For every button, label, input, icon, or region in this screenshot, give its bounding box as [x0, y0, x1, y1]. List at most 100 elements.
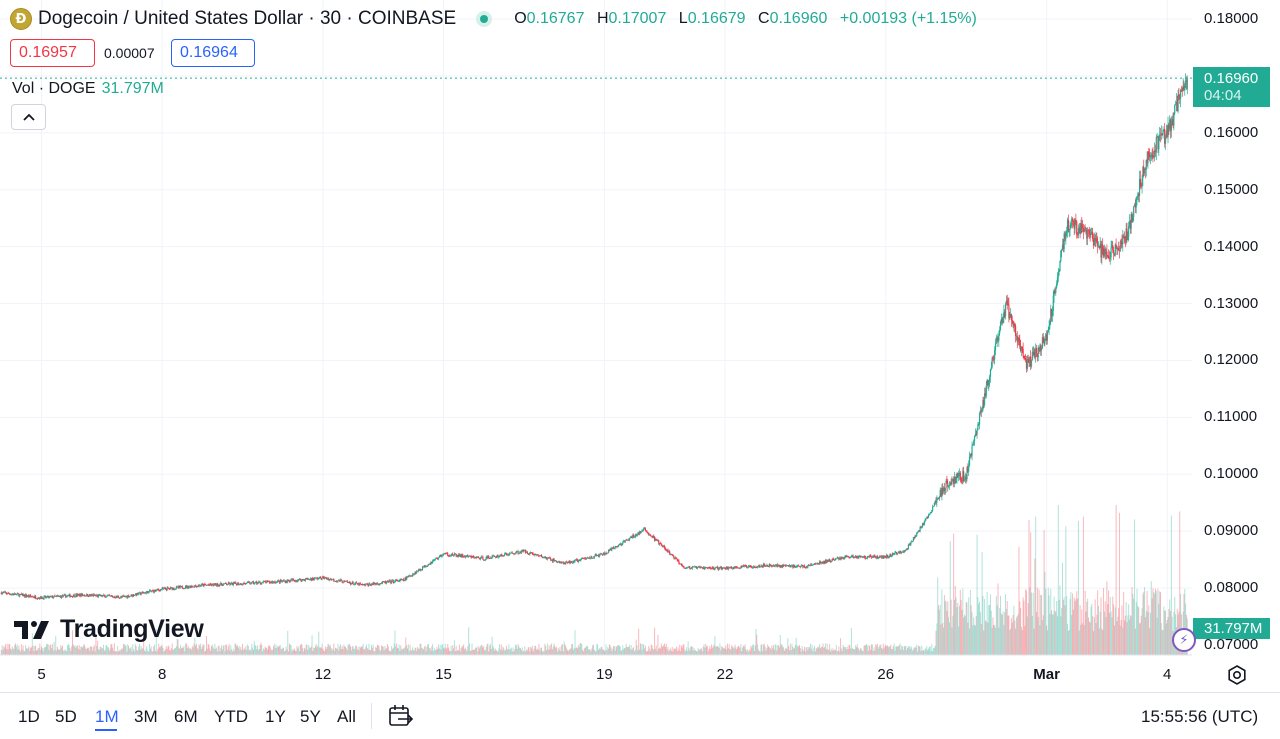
volume-bar: [705, 643, 707, 655]
candle-body: [178, 586, 180, 588]
range-ytd-button[interactable]: YTD: [214, 707, 248, 726]
volume-bar: [641, 649, 643, 655]
range-1m-button[interactable]: 1M: [95, 707, 119, 726]
symbol-title[interactable]: Dogecoin / United States Dollar · 30 · C…: [38, 8, 457, 29]
candle-body: [1132, 217, 1134, 223]
candle-body: [712, 566, 714, 570]
time-axis-label: 8: [157, 666, 167, 683]
candle-body: [808, 565, 810, 566]
candle-body: [339, 579, 341, 582]
candle-body: [493, 555, 495, 557]
volume-bar: [458, 650, 460, 655]
volume-bar: [655, 645, 657, 655]
volume-bar: [91, 646, 93, 655]
candle-body: [551, 560, 554, 562]
range-5d-button[interactable]: 5D: [55, 707, 77, 726]
volume-bar: [597, 644, 599, 655]
tradingview-logo[interactable]: TradingView: [14, 615, 204, 644]
candle-body: [1164, 129, 1166, 144]
range-1y-button[interactable]: 1Y: [265, 707, 286, 726]
candle-body: [295, 580, 297, 582]
volume-bar: [683, 644, 685, 655]
buy-price-button[interactable]: 0.16964: [171, 39, 255, 67]
volume-bar: [672, 651, 674, 655]
collapse-legend-button[interactable]: [11, 104, 46, 130]
range-3m-button[interactable]: 3M: [134, 707, 158, 726]
volume-bar: [1028, 519, 1030, 655]
lightning-icon[interactable]: ⚡: [1172, 628, 1196, 652]
candle-body: [1013, 324, 1015, 327]
candle-body: [251, 581, 253, 584]
candle-body: [592, 557, 595, 559]
utc-clock[interactable]: 15:55:56 (UTC): [1141, 707, 1259, 726]
volume-bar: [1019, 601, 1021, 655]
candle-body: [554, 560, 556, 562]
candle-body: [6, 593, 8, 595]
candle-body: [491, 556, 493, 559]
sell-price-button[interactable]: 0.16957: [10, 39, 95, 67]
volume-bar: [626, 646, 628, 655]
volume-bar: [38, 648, 40, 655]
volume-bar: [121, 648, 123, 655]
candle-body: [755, 567, 757, 568]
volume-bar: [82, 647, 84, 655]
candle-body: [1034, 354, 1036, 358]
volume-bar: [802, 649, 804, 655]
volume-bar: [652, 648, 654, 655]
range-5y-button[interactable]: 5Y: [300, 707, 321, 726]
candle-body: [169, 587, 172, 589]
candle-body: [675, 557, 677, 559]
candle-body: [913, 537, 915, 539]
volume-bar: [495, 650, 497, 655]
candle-body: [700, 567, 702, 568]
candle-body: [870, 556, 873, 558]
candle-body: [145, 592, 147, 594]
volume-bar: [405, 637, 407, 655]
candle-body: [1179, 95, 1181, 99]
settings-gear-icon[interactable]: [1226, 664, 1248, 686]
candle-body: [1145, 159, 1147, 171]
candle-body: [1021, 346, 1023, 349]
candle-body: [628, 539, 630, 541]
volume-bar: [613, 645, 615, 655]
candle-body: [212, 583, 214, 586]
calendar-goto-icon[interactable]: [388, 704, 414, 733]
range-all-button[interactable]: All: [337, 707, 356, 726]
volume-bar: [648, 645, 650, 655]
volume-bar: [1106, 581, 1108, 655]
candle-body: [899, 551, 901, 553]
volume-bar: [880, 644, 882, 655]
range-1d-button[interactable]: 1D: [18, 707, 40, 726]
candle-body: [1184, 87, 1186, 91]
candle-body: [409, 575, 411, 577]
volume-bar: [99, 646, 101, 655]
candle-body: [14, 593, 17, 595]
candle-body: [143, 592, 145, 594]
volume-bar: [1020, 607, 1022, 655]
candle-body: [989, 376, 991, 382]
volume-bar: [112, 647, 114, 655]
candle-body: [194, 585, 196, 588]
volume-bar: [325, 648, 327, 655]
candle-body: [1149, 157, 1152, 158]
volume-bar: [685, 651, 687, 655]
candle-body: [965, 477, 967, 480]
volume-bar: [750, 645, 752, 655]
candle-body: [187, 585, 189, 589]
volume-bar: [552, 646, 554, 655]
candle-body: [1174, 103, 1177, 105]
volume-bar: [915, 647, 917, 655]
volume-bar: [412, 647, 414, 655]
range-6m-button[interactable]: 6M: [174, 707, 198, 726]
candle-body: [44, 596, 46, 598]
candle-body: [702, 567, 704, 569]
volume-bar: [486, 644, 488, 655]
candle-body: [1066, 230, 1068, 234]
candle-body: [437, 558, 439, 560]
candle-body: [645, 530, 647, 532]
candle-body: [749, 565, 751, 567]
volume-bar: [120, 650, 122, 655]
volume-bar: [9, 644, 11, 655]
candle-body: [143, 592, 146, 594]
